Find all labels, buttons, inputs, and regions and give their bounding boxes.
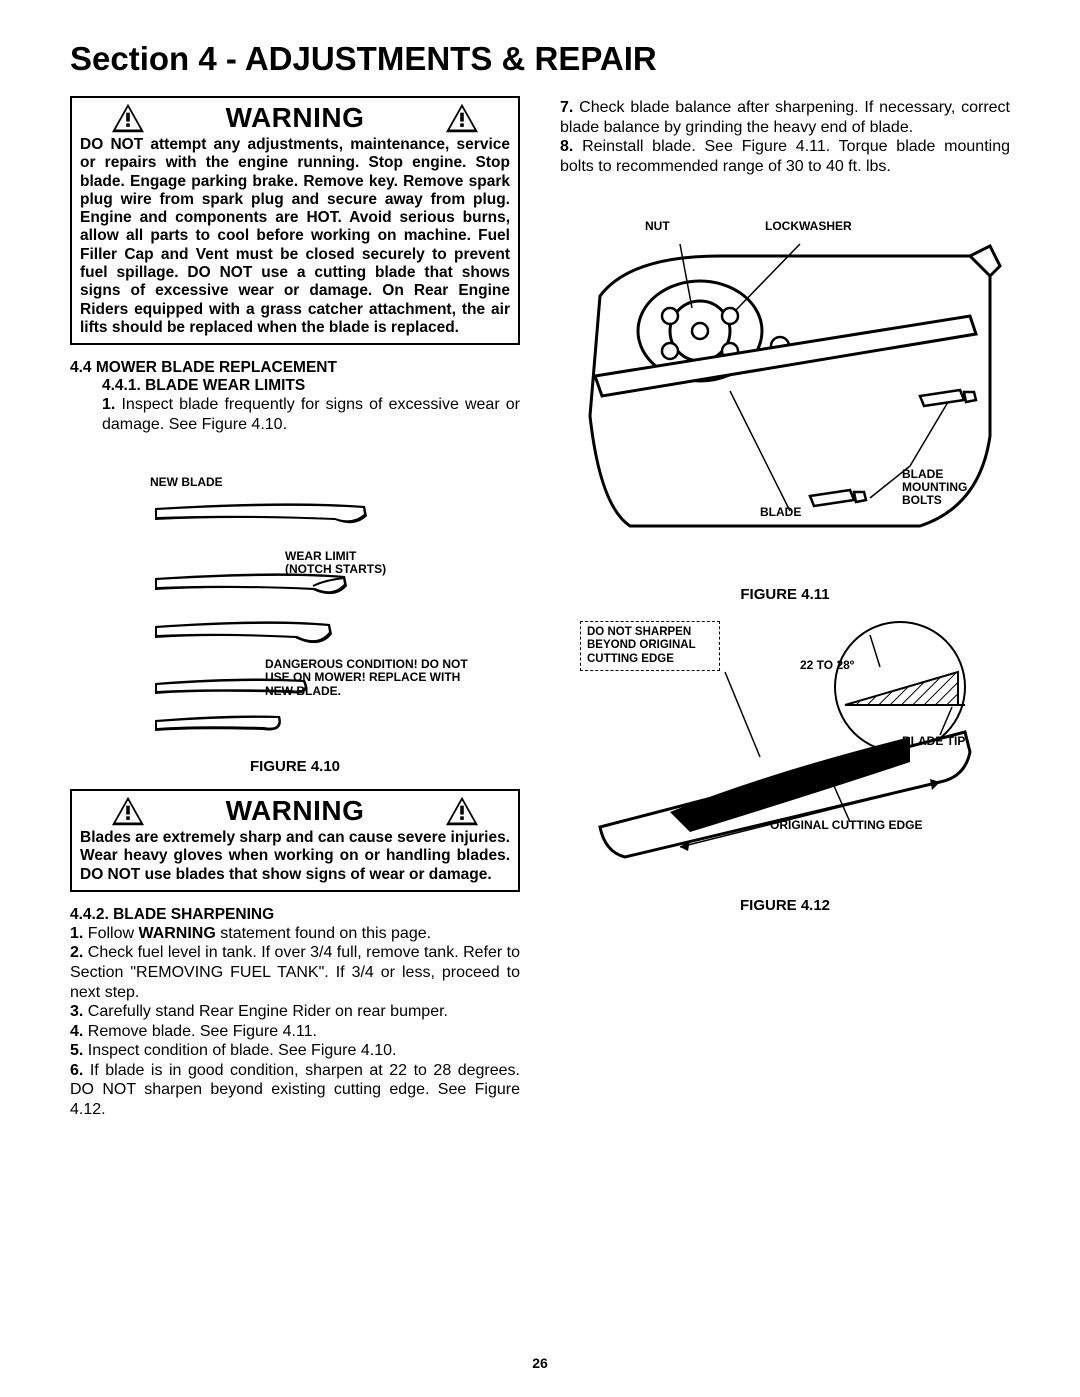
warning-triangle-icon <box>444 795 480 827</box>
step-text: Inspect condition of blade. See Figure 4… <box>83 1042 396 1059</box>
label-wear-limit: WEAR LIMIT (NOTCH STARTS) <box>285 550 405 576</box>
label-danger: DANGEROUS CONDITION! DO NOT USE ON MOWER… <box>265 658 475 698</box>
step-number: 3. <box>70 1003 83 1020</box>
step-4-4-2-6: 6. If blade is in good condition, sharpe… <box>70 1061 520 1120</box>
figure-4-10: NEW BLADE WEAR LIMIT (NOTCH STARTS) DANG… <box>70 458 520 748</box>
figure-4-11-drawing <box>560 216 1010 576</box>
step-4-4-2-2: 2. Check fuel level in tank. If over 3/4… <box>70 943 520 1002</box>
step-4-4-2-1: 1. Follow WARNING statement found on thi… <box>70 924 520 944</box>
figure-4-10-drawing <box>70 458 520 748</box>
step-number: 5. <box>70 1042 83 1059</box>
step-number: 1. <box>102 396 115 413</box>
step-text: Reinstall blade. See Figure 4.11. Torque… <box>560 138 1010 175</box>
step-number: 1. <box>70 925 83 942</box>
page-title: Section 4 - ADJUSTMENTS & REPAIR <box>70 40 1010 78</box>
step-text: Carefully stand Rear Engine Rider on rea… <box>83 1003 448 1020</box>
label-lockwasher: LOCKWASHER <box>765 220 852 233</box>
warning-header: WARNING <box>72 791 518 827</box>
step-number: 2. <box>70 944 83 961</box>
step-bold: WARNING <box>138 925 215 942</box>
step-number: 8. <box>560 138 573 155</box>
right-column: 7. Check blade balance after sharpening.… <box>560 96 1010 1119</box>
heading-4-4-1: 4.4.1. BLADE WEAR LIMITS <box>102 377 520 395</box>
step-4-4-2-4: 4. Remove blade. See Figure 4.11. <box>70 1022 520 1042</box>
step-text: Remove blade. See Figure 4.11. <box>83 1023 317 1040</box>
warning-triangle-icon <box>444 102 480 134</box>
label-do-not-sharpen: DO NOT SHARPEN BEYOND ORIGINAL CUTTING E… <box>580 621 720 671</box>
step-number: 7. <box>560 99 573 116</box>
warning-triangle-icon <box>110 795 146 827</box>
step-text: Check blade balance after sharpening. If… <box>560 99 1010 136</box>
heading-4-4-2: 4.4.2. BLADE SHARPENING <box>70 906 520 924</box>
step-4-4-2-5: 5. Inspect condition of blade. See Figur… <box>70 1041 520 1061</box>
label-original-edge: ORIGINAL CUTTING EDGE <box>770 819 922 832</box>
label-angle: 22 TO 28º <box>800 659 854 672</box>
step-4-4-1-1: 1. Inspect blade frequently for signs of… <box>102 395 520 434</box>
warning-label: WARNING <box>226 795 365 827</box>
figure-4-11: NUT LOCKWASHER BLADE BLADE MOUNTING BOLT… <box>560 216 1010 576</box>
warning-box-1: WARNING DO NOT attempt any adjustments, … <box>70 96 520 345</box>
heading-4-4: 4.4 MOWER BLADE REPLACEMENT <box>70 359 520 377</box>
step-text: Follow <box>83 925 138 942</box>
step-number: 6. <box>70 1062 83 1079</box>
step-4-4-2-3: 3. Carefully stand Rear Engine Rider on … <box>70 1002 520 1022</box>
label-blade-tip: BLADE TIP <box>902 735 965 748</box>
figure-4-12: DO NOT SHARPEN BEYOND ORIGINAL CUTTING E… <box>560 617 1010 877</box>
page-number: 26 <box>532 1355 548 1371</box>
warning-body: Blades are extremely sharp and can cause… <box>72 827 518 890</box>
warning-header: WARNING <box>72 98 518 134</box>
step-number: 4. <box>70 1023 83 1040</box>
warning-label: WARNING <box>226 102 365 134</box>
label-nut: NUT <box>645 220 670 233</box>
warning-body: DO NOT attempt any adjustments, maintena… <box>72 134 518 343</box>
label-new-blade: NEW BLADE <box>150 476 223 489</box>
figure-4-12-caption: FIGURE 4.12 <box>560 897 1010 914</box>
step-text: statement found on this page. <box>216 925 431 942</box>
warning-triangle-icon <box>110 102 146 134</box>
content-columns: WARNING DO NOT attempt any adjustments, … <box>70 96 1010 1119</box>
left-column: WARNING DO NOT attempt any adjustments, … <box>70 96 520 1119</box>
step-text: Check fuel level in tank. If over 3/4 fu… <box>70 944 520 1000</box>
figure-4-11-caption: FIGURE 4.11 <box>560 586 1010 603</box>
warning-box-2: WARNING Blades are extremely sharp and c… <box>70 789 520 892</box>
figure-4-10-caption: FIGURE 4.10 <box>70 758 520 775</box>
step-4-4-2-7: 7. Check blade balance after sharpening.… <box>560 98 1010 137</box>
step-text: Inspect blade frequently for signs of ex… <box>102 396 520 433</box>
step-4-4-2-8: 8. Reinstall blade. See Figure 4.11. Tor… <box>560 137 1010 176</box>
label-blade: BLADE <box>760 506 801 519</box>
label-bolts: BLADE MOUNTING BOLTS <box>902 468 982 508</box>
step-text: If blade is in good condition, sharpen a… <box>70 1062 520 1118</box>
